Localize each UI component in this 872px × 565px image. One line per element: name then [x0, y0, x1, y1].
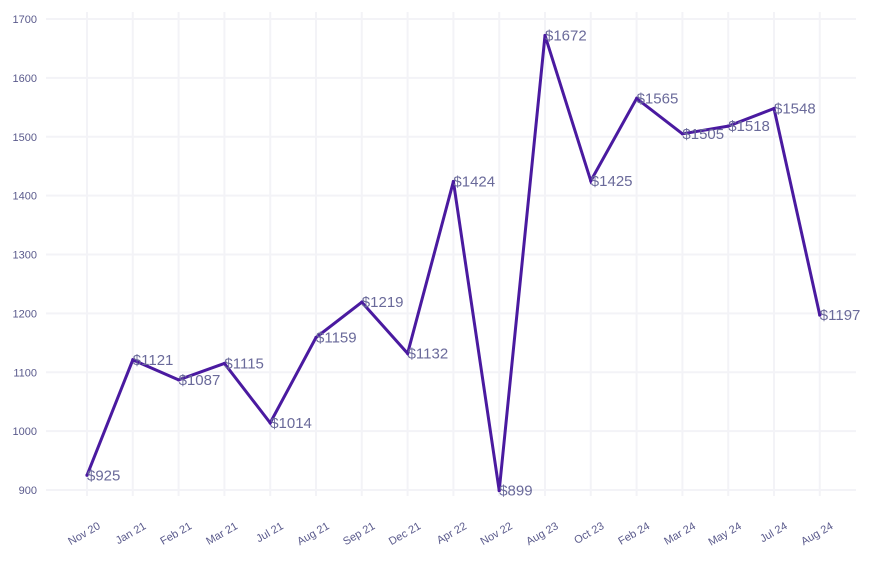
y-tick-label: 1200 [13, 308, 37, 320]
data-point [222, 361, 226, 366]
x-tick-label: Dec 21 [387, 520, 423, 548]
data-label: $1014 [270, 415, 312, 432]
data-label: $1087 [179, 372, 221, 389]
data-label: $1505 [682, 126, 724, 143]
x-tick-label: Nov 22 [479, 520, 515, 548]
y-tick-label: 1300 [13, 250, 37, 262]
x-tick-label: Jul 24 [758, 520, 789, 545]
data-label: $899 [499, 483, 532, 500]
y-tick-label: 900 [19, 485, 37, 497]
data-point [680, 132, 685, 136]
data-point [451, 179, 455, 184]
data-point [589, 179, 593, 183]
y-tick-label: 1600 [13, 73, 37, 85]
x-tick-label: Jan 21 [114, 520, 149, 547]
x-tick-label: Apr 22 [435, 520, 469, 547]
data-label: $1424 [453, 173, 495, 190]
data-point [314, 335, 318, 340]
data-point [635, 96, 639, 101]
data-label: $1425 [591, 173, 633, 190]
data-label: $1197 [820, 307, 861, 324]
y-axis: 900 1000 1100 1200 1300 1400 1500 1600 1700 [13, 14, 37, 497]
data-point [497, 488, 501, 493]
data-point [85, 473, 89, 477]
y-tick-label: 1100 [13, 367, 37, 379]
data-point [177, 378, 181, 382]
x-axis: Nov 20 Jan 21 Feb 21 Mar 21 Jul 21 Aug 21 Sep … [66, 520, 835, 548]
data-point [268, 421, 272, 425]
data-label: $1219 [362, 294, 404, 311]
x-tick-label: Feb 24 [616, 520, 652, 548]
data-point [131, 358, 135, 362]
x-tick-label: Jul 21 [254, 520, 285, 545]
data-point [726, 124, 730, 128]
data-point [543, 33, 547, 38]
x-tick-label: Nov 20 [66, 520, 102, 548]
data-label: $1518 [728, 118, 770, 135]
data-point [772, 106, 776, 111]
data-label: $1159 [316, 330, 357, 347]
data-label: $1672 [545, 27, 587, 44]
x-tick-label: Aug 24 [799, 520, 835, 548]
x-tick-label: Oct 23 [572, 520, 606, 547]
x-tick-label: Mar 21 [204, 520, 240, 548]
data-label: $1121 [133, 352, 174, 369]
y-tick-label: 1700 [13, 14, 37, 26]
x-tick-label: Sep 21 [341, 520, 377, 548]
y-tick-label: 1400 [13, 191, 37, 203]
data-labels: $925 $1121 $1087$1115 $1014 $1159 $1219 $1132 $… [87, 27, 860, 499]
data-point [818, 313, 822, 317]
grid [46, 12, 856, 496]
data-label: $1548 [774, 100, 816, 117]
x-tick-label: May 24 [706, 520, 743, 548]
y-tick-label: 1500 [13, 132, 37, 144]
data-label: $1115 [224, 355, 264, 372]
x-tick-label: Aug 21 [295, 520, 331, 548]
points-group [85, 33, 822, 493]
data-label: $925 [87, 467, 120, 484]
y-tick-label: 1000 [13, 426, 37, 438]
x-tick-label: Feb 21 [158, 520, 194, 548]
x-tick-label: Mar 24 [662, 520, 698, 548]
data-label: $1132 [408, 345, 449, 362]
data-point [360, 300, 364, 304]
x-tick-label: Aug 23 [524, 520, 560, 548]
data-point [406, 351, 410, 356]
data-label: $1565 [637, 90, 679, 107]
